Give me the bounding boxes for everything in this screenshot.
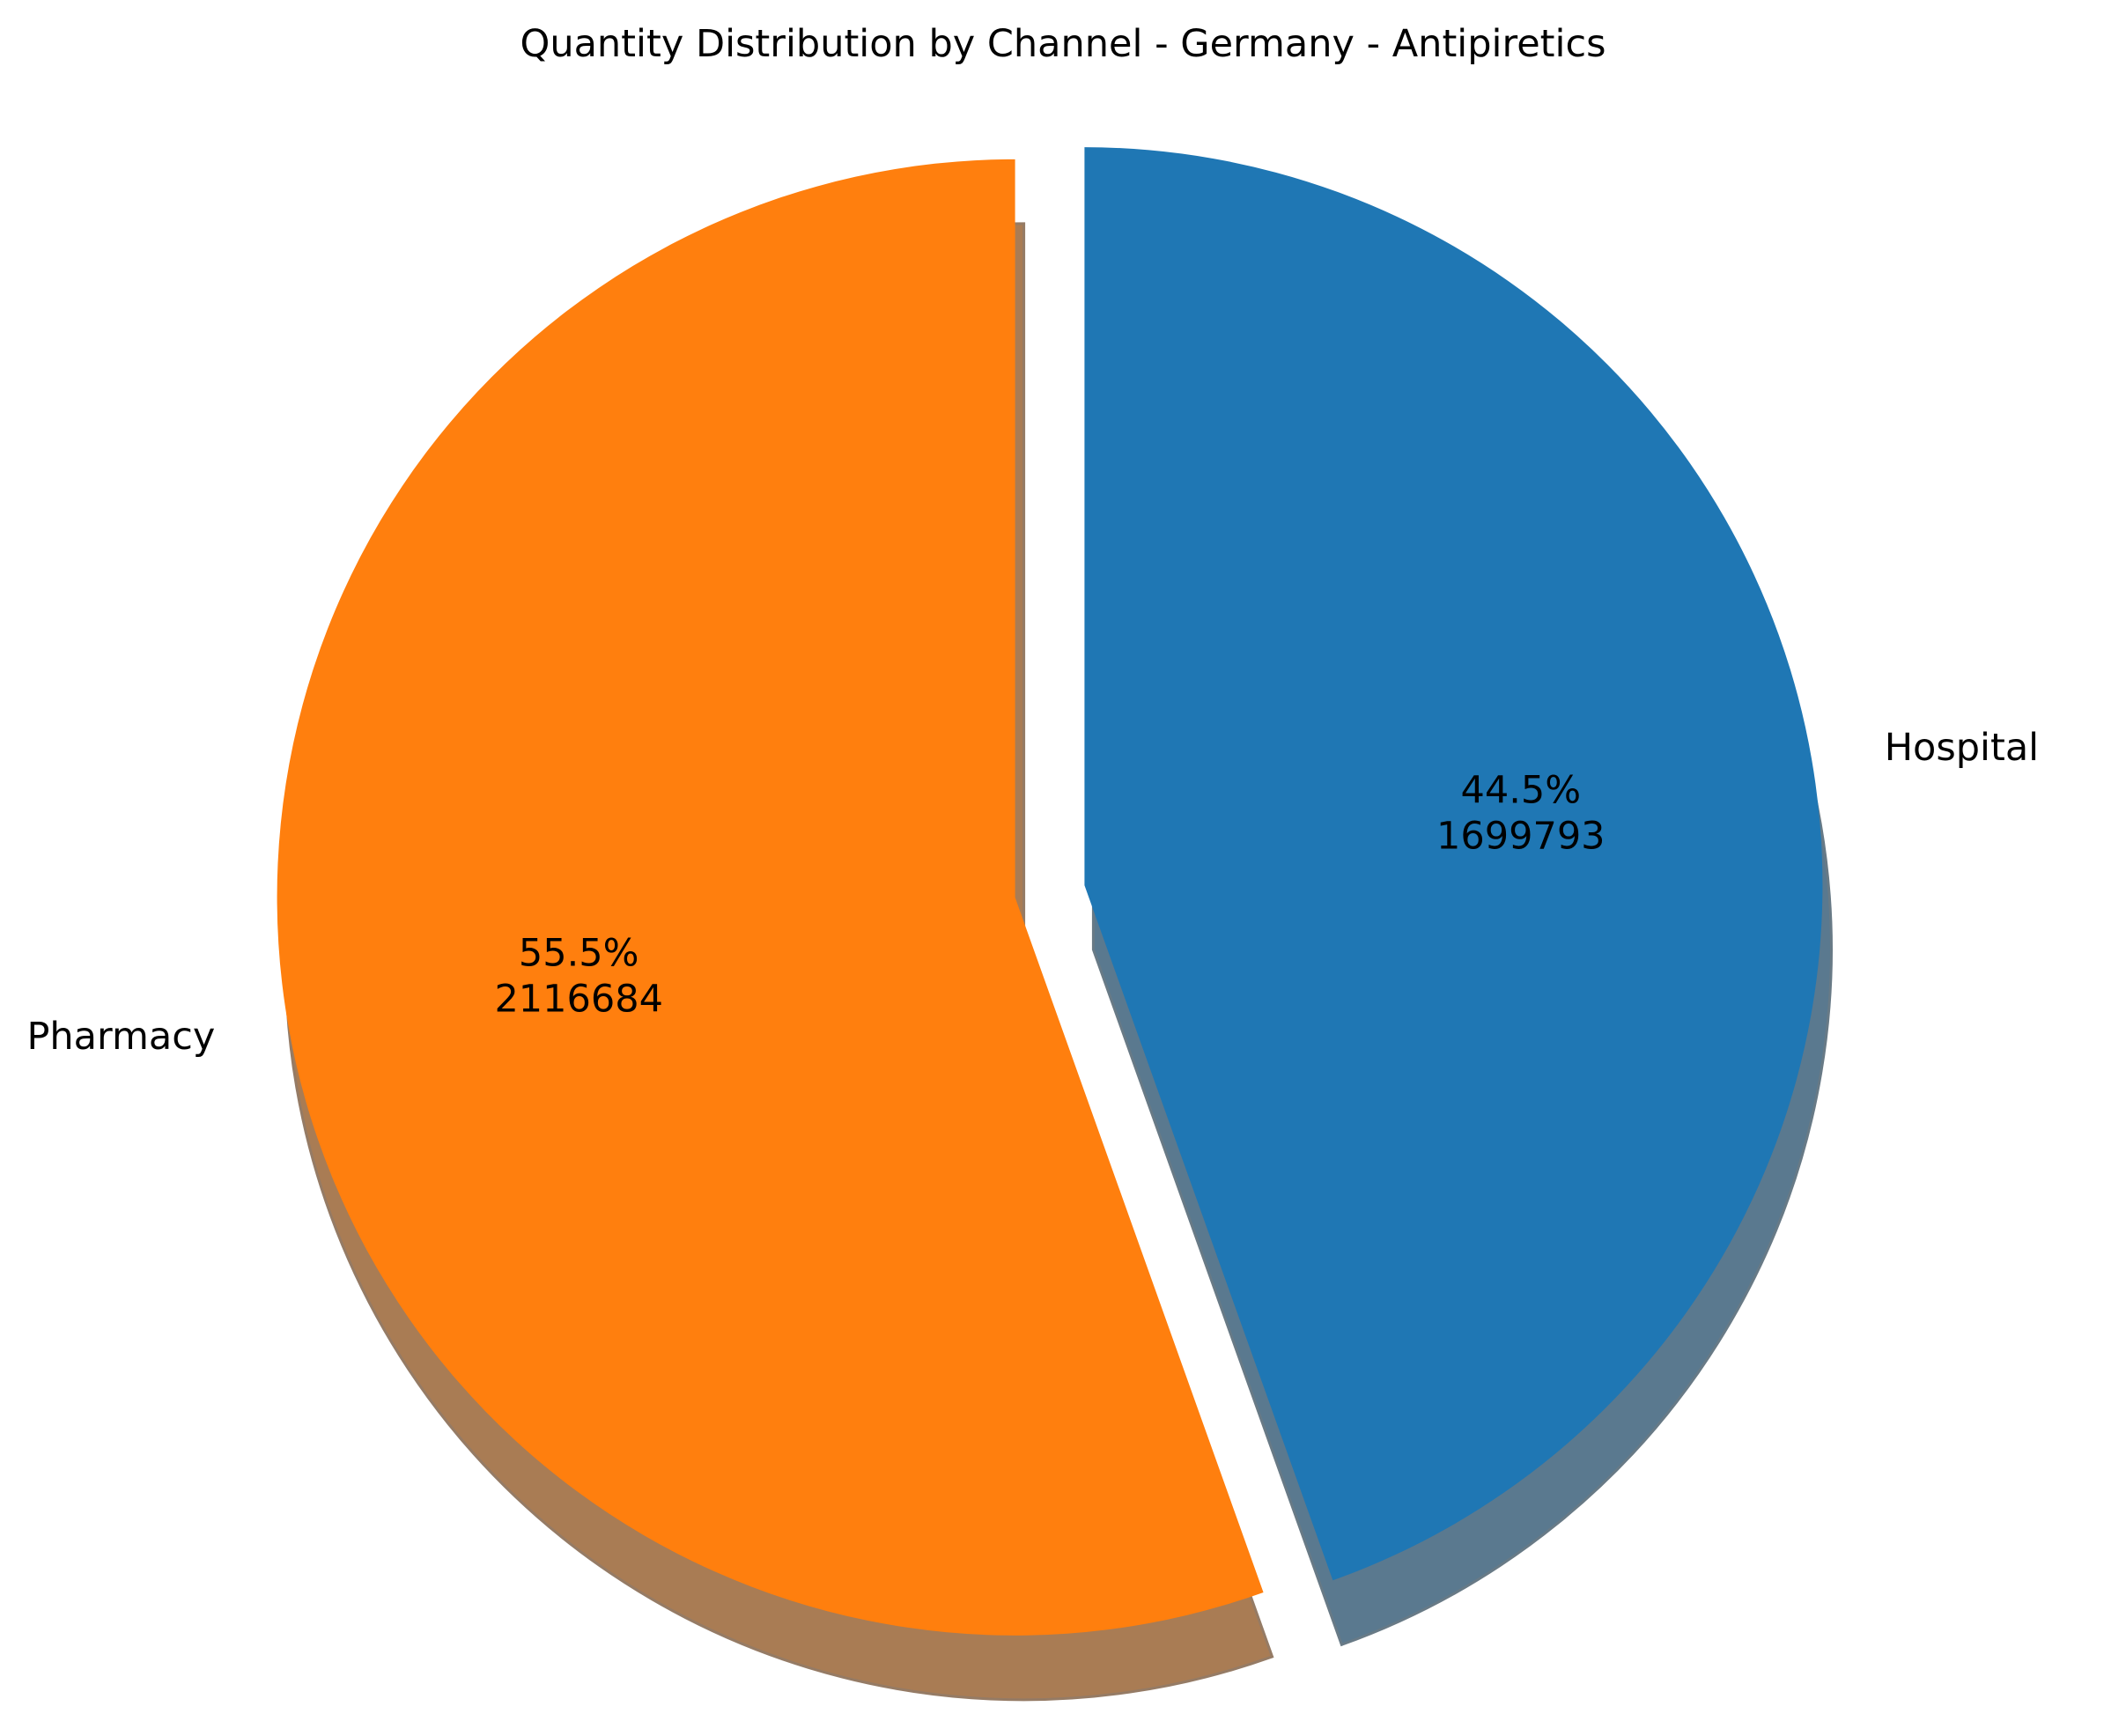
slice-hospital: [1084, 147, 1823, 1581]
value-label-pharmacy: 2116684: [494, 978, 663, 1022]
pie-slices: [277, 147, 1823, 1636]
percent-label-pharmacy: 55.5%: [519, 932, 639, 976]
chart-title: Quantity Distribution by Channel - Germa…: [520, 22, 1606, 66]
category-label-hospital: Hospital: [1885, 726, 2039, 770]
percent-label-hospital: 44.5%: [1460, 768, 1581, 812]
slice-pharmacy: [277, 159, 1264, 1636]
category-label-pharmacy: Pharmacy: [27, 1015, 216, 1059]
value-label-hospital: 1699793: [1436, 814, 1606, 858]
pie-labels: Hospital 44.5%1699793 Pharmacy 55.5%2116684: [27, 726, 2040, 1059]
